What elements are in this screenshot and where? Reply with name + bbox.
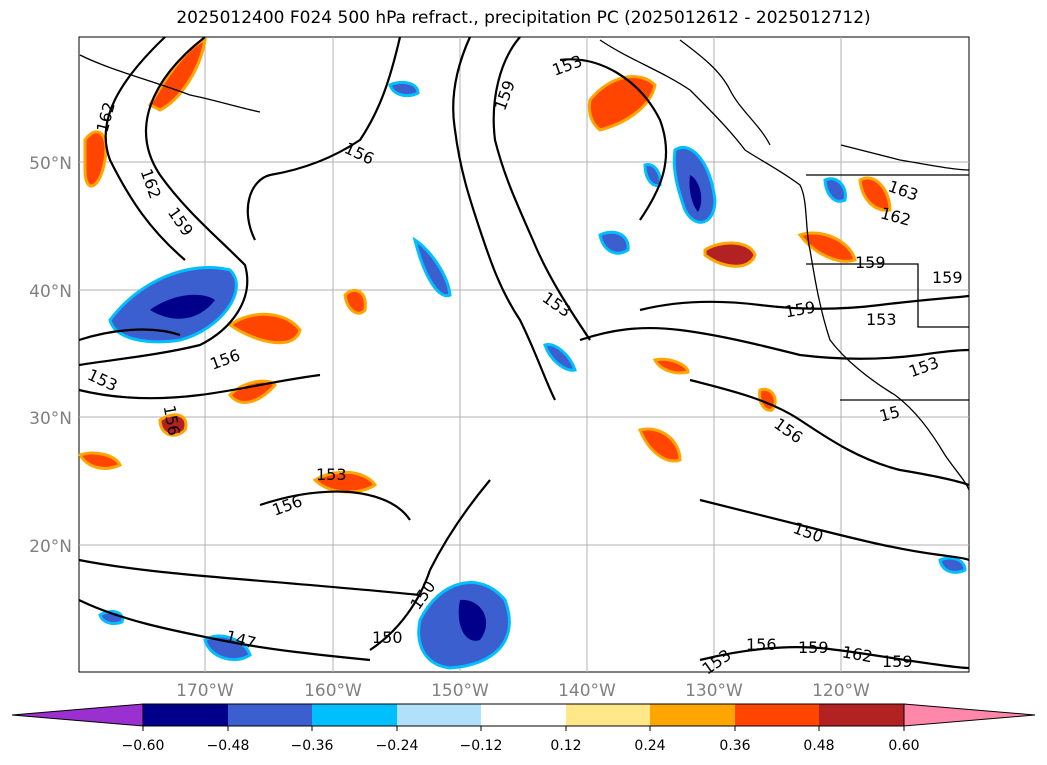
colorbar-tick-label: −0.36 [291,738,334,754]
gridlines [79,37,969,672]
lon-label-150w: 150°W [431,681,489,701]
map-panel: 162 162 159 156 153 156 153 159 156 153 … [77,36,970,678]
colorbar-extend-max [903,703,1036,727]
colorbar-segment [566,704,650,726]
colorbar-tick-label: 0.12 [550,738,581,754]
colorbar-tick-label: −0.60 [122,738,165,754]
colorbar-tick-label: −0.48 [207,738,250,754]
colorbar-segment [143,704,228,726]
lat-label-50n: 50°N [29,154,72,174]
contour-label: 150 [372,628,403,647]
colorbar: −0.60 −0.48 −0.36 −0.24 −0.12 0.12 0.24 … [11,703,1036,754]
contour-label: 153 [316,465,347,484]
contour-label: 15 [877,402,902,426]
colorbar-ticks [142,726,905,731]
longitude-labels: 170°W 160°W 150°W 140°W 130°W 120°W [176,681,870,701]
colorbar-tick-label: 0.60 [888,738,919,754]
colorbar-segment [397,704,481,726]
contour-label: 156 [746,635,777,654]
colorbar-segment [312,704,397,726]
lat-label-30n: 30°N [29,409,72,429]
lon-label-130w: 130°W [685,681,743,701]
colorbar-segment [819,704,904,726]
colorbar-tick-label: 0.48 [803,738,834,754]
contours [78,36,970,670]
colorbar-tick-labels: −0.60 −0.48 −0.36 −0.24 −0.12 0.12 0.24 … [122,738,920,754]
contour-label: 159 [798,638,829,657]
map-title: 2025012400 F024 500 hPa refract., precip… [176,8,871,28]
lon-label-140w: 140°W [558,681,616,701]
colorbar-tick-label: −0.12 [460,738,503,754]
contour-label: 153 [866,310,897,329]
contour-label: 159 [932,268,963,287]
coastlines [79,39,970,491]
colorbar-segment [650,704,735,726]
colorbar-tick-label: −0.24 [376,738,419,754]
precip-fields [77,37,967,670]
contour-label: 159 [882,652,913,671]
colorbar-segment [228,704,312,726]
contour-label: 159 [855,253,886,272]
colorbar-segment [481,704,566,726]
lat-label-40n: 40°N [29,282,72,302]
lon-label-160w: 160°W [304,681,362,701]
lon-label-120w: 120°W [812,681,870,701]
colorbar-tick-label: 0.24 [634,738,665,754]
lon-label-170w: 170°W [176,681,234,701]
latitude-labels: 50°N 40°N 30°N 20°N [29,154,72,557]
colorbar-extend-min [11,703,144,727]
lat-label-20n: 20°N [29,537,72,557]
colorbar-segment [735,704,819,726]
colorbar-tick-label: 0.36 [719,738,750,754]
